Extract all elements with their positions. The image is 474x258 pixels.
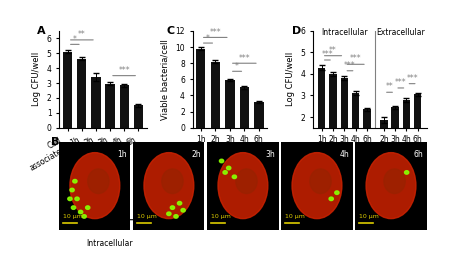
Ellipse shape [335, 191, 339, 195]
Ellipse shape [88, 169, 109, 194]
Ellipse shape [181, 208, 185, 212]
Bar [254, 102, 264, 128]
Text: **: ** [78, 30, 86, 39]
Text: 10 μm: 10 μm [63, 214, 82, 219]
Text: ***: *** [321, 50, 333, 59]
Text: Intracellular: Intracellular [87, 239, 133, 248]
Text: ***: *** [238, 54, 250, 63]
Bar [403, 100, 410, 160]
Ellipse shape [162, 169, 183, 194]
Text: ***: *** [344, 61, 356, 70]
Bar [392, 107, 399, 160]
Text: 2h: 2h [191, 150, 201, 159]
Text: ***: *** [406, 74, 418, 83]
Text: 10 μm: 10 μm [211, 214, 231, 219]
Bar [77, 59, 86, 128]
Text: Intracellular: Intracellular [321, 28, 368, 37]
Ellipse shape [70, 153, 120, 219]
Ellipse shape [174, 215, 178, 218]
Text: ***: *** [395, 78, 407, 87]
Text: *: * [73, 35, 77, 44]
Text: 6h: 6h [413, 150, 423, 159]
Bar [196, 49, 205, 128]
Text: A: A [37, 26, 46, 36]
Text: 1h: 1h [117, 150, 127, 159]
Ellipse shape [170, 206, 174, 209]
Ellipse shape [236, 169, 257, 194]
Y-axis label: Log CFU/well: Log CFU/well [32, 52, 41, 107]
Y-axis label: Viable bacteria/cell: Viable bacteria/cell [161, 39, 170, 120]
Ellipse shape [232, 175, 237, 179]
Bar [363, 109, 371, 160]
Ellipse shape [404, 171, 409, 174]
Text: ***: *** [350, 54, 362, 63]
Text: Extracellular: Extracellular [376, 28, 425, 37]
Text: C: C [167, 26, 175, 36]
Bar [240, 87, 249, 128]
Ellipse shape [86, 206, 90, 209]
Ellipse shape [227, 166, 231, 170]
Text: D: D [292, 26, 301, 36]
Bar [210, 62, 220, 128]
Bar [318, 68, 326, 160]
Bar [134, 106, 143, 128]
Text: 10 μm: 10 μm [285, 214, 305, 219]
Text: 10 μm: 10 μm [359, 214, 379, 219]
Ellipse shape [82, 215, 86, 218]
Bar [352, 93, 359, 160]
Text: 10 μm: 10 μm [137, 214, 157, 219]
Y-axis label: Log CFU/well: Log CFU/well [286, 52, 295, 107]
Ellipse shape [75, 197, 79, 200]
Bar [119, 85, 128, 128]
Ellipse shape [144, 153, 194, 219]
Bar [329, 74, 337, 160]
Bar [380, 120, 388, 160]
Text: *: * [206, 34, 210, 43]
Bar [91, 77, 100, 128]
Text: *: * [235, 62, 239, 71]
Ellipse shape [310, 169, 331, 194]
Text: ***: *** [210, 28, 221, 37]
Ellipse shape [68, 197, 72, 200]
Ellipse shape [79, 210, 83, 214]
Ellipse shape [177, 201, 182, 205]
Text: 3h: 3h [265, 150, 275, 159]
Ellipse shape [218, 153, 268, 219]
Bar [63, 52, 73, 128]
Text: **: ** [329, 46, 337, 55]
Ellipse shape [167, 212, 171, 215]
Ellipse shape [73, 180, 77, 183]
Ellipse shape [223, 171, 227, 174]
Ellipse shape [384, 169, 405, 194]
Bar [414, 94, 421, 160]
Ellipse shape [72, 206, 76, 209]
Text: **: ** [386, 82, 393, 91]
Bar [105, 84, 115, 128]
Ellipse shape [219, 159, 224, 163]
Ellipse shape [70, 188, 74, 192]
Ellipse shape [366, 153, 416, 219]
Text: B: B [51, 137, 59, 147]
Bar [225, 80, 235, 128]
Ellipse shape [329, 197, 333, 200]
Bar [341, 78, 348, 160]
Ellipse shape [292, 153, 342, 219]
Text: ***: *** [118, 66, 130, 75]
Text: 4h: 4h [339, 150, 349, 159]
